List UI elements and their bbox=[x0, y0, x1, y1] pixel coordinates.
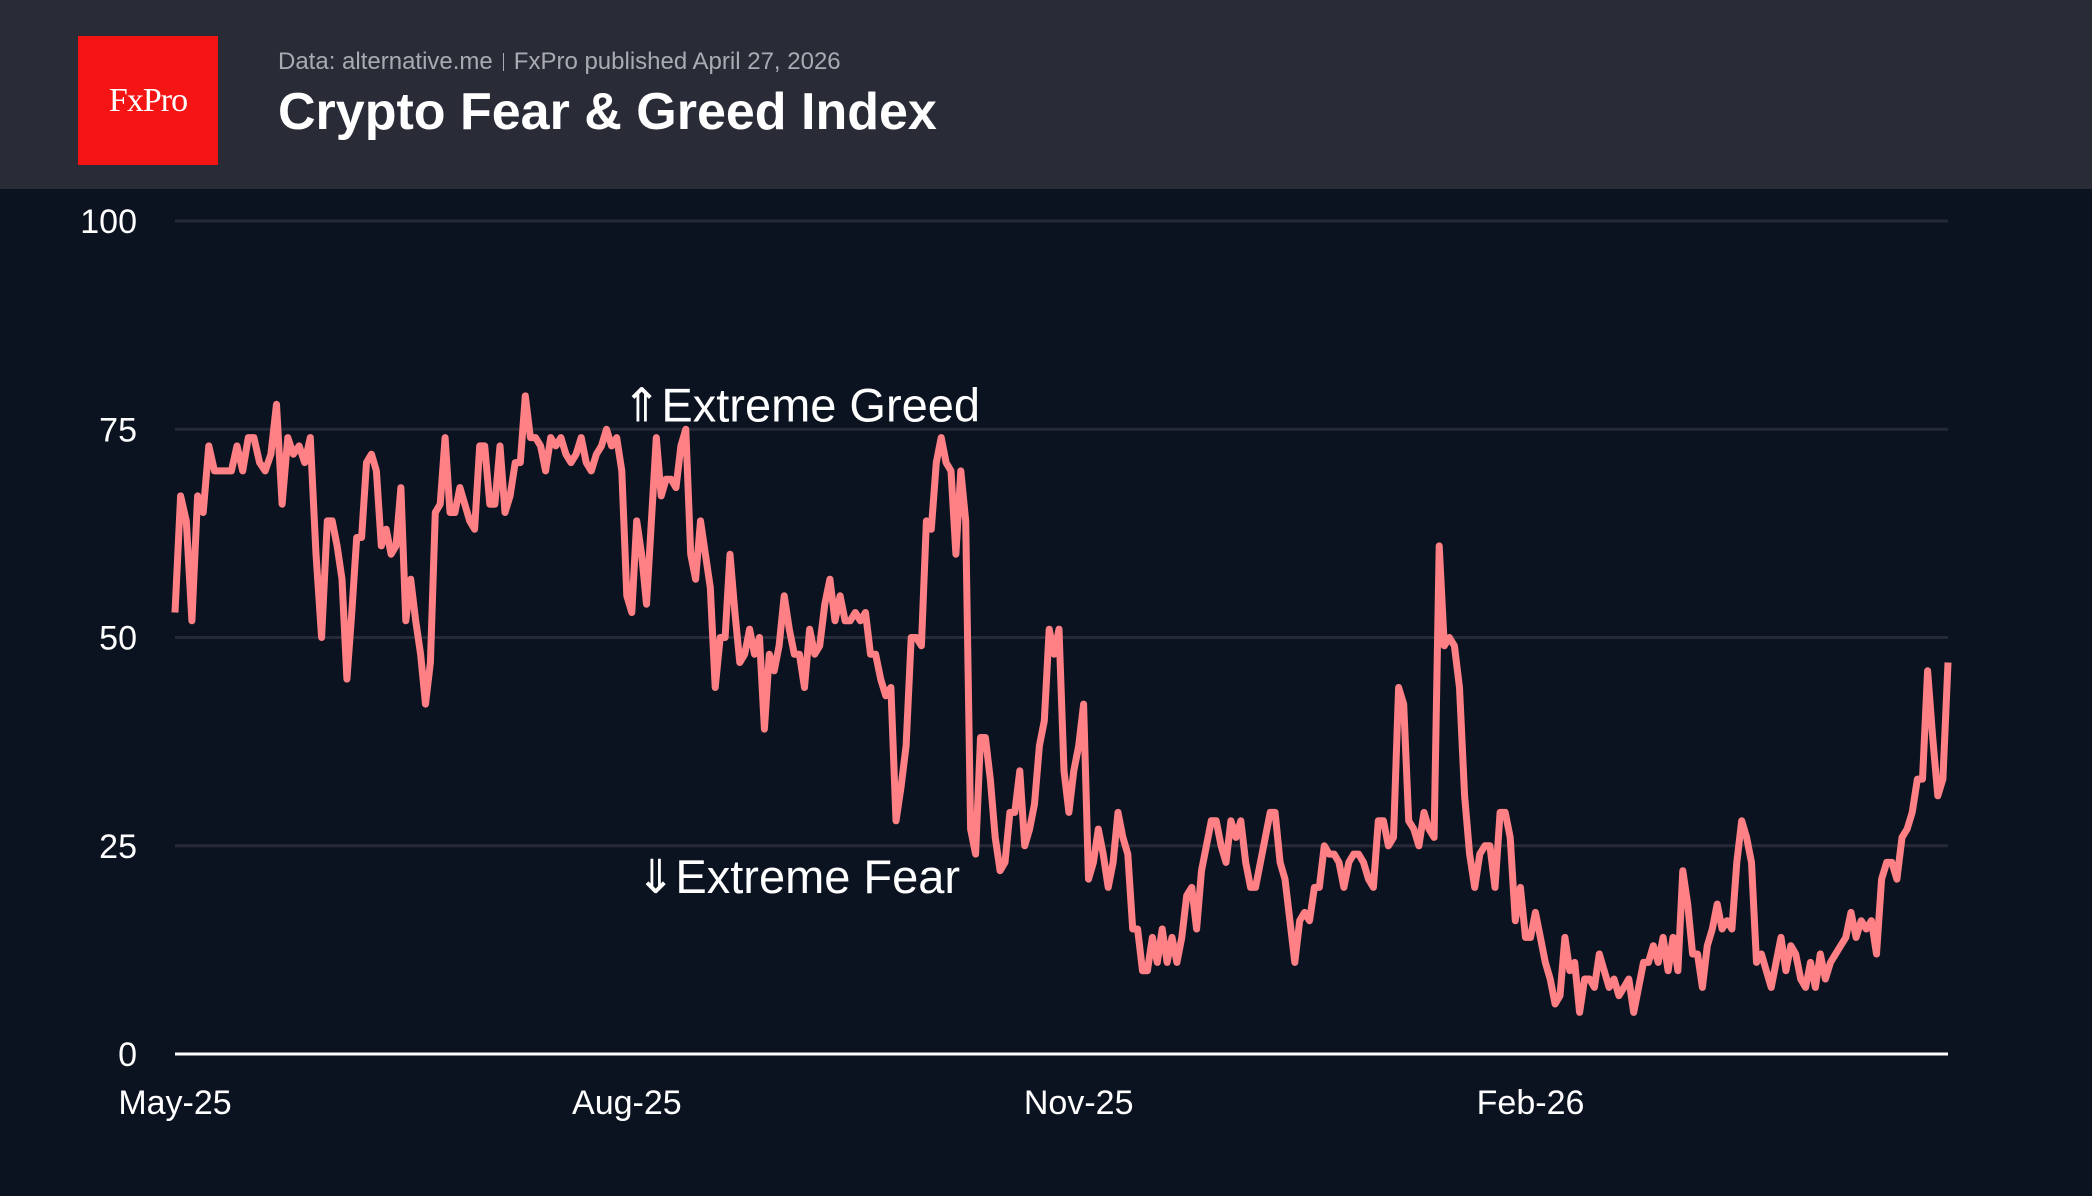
y-tick-label: 75 bbox=[99, 411, 137, 449]
annotation-extreme-fear: ⇓Extreme Fear bbox=[636, 850, 960, 903]
y-tick-label: 25 bbox=[99, 828, 137, 866]
published-date: FxPro published April 27, 2026 bbox=[513, 48, 841, 75]
separator bbox=[502, 53, 504, 71]
data-source: Data: alternative.me bbox=[278, 48, 493, 75]
subtitle: Data: alternative.me FxPro published Apri… bbox=[278, 48, 841, 76]
x-tick-label: Nov-25 bbox=[1024, 1084, 1134, 1122]
header: FxPro Data: alternative.me FxPro publishe… bbox=[0, 0, 2092, 189]
x-tick-label: May-25 bbox=[118, 1084, 231, 1122]
y-tick-label: 50 bbox=[99, 620, 137, 658]
x-tick-label: Feb-26 bbox=[1477, 1084, 1585, 1122]
chart-title: Crypto Fear & Greed Index bbox=[278, 83, 937, 141]
x-tick-label: Aug-25 bbox=[572, 1084, 682, 1122]
fxpro-logo: FxPro bbox=[78, 36, 218, 165]
y-tick-label: 100 bbox=[80, 203, 137, 241]
series-line bbox=[171, 392, 1952, 1016]
y-tick-label: 0 bbox=[118, 1036, 137, 1074]
annotation-extreme-greed: ⇑Extreme Greed bbox=[622, 378, 980, 431]
logo-text: FxPro bbox=[108, 81, 188, 119]
